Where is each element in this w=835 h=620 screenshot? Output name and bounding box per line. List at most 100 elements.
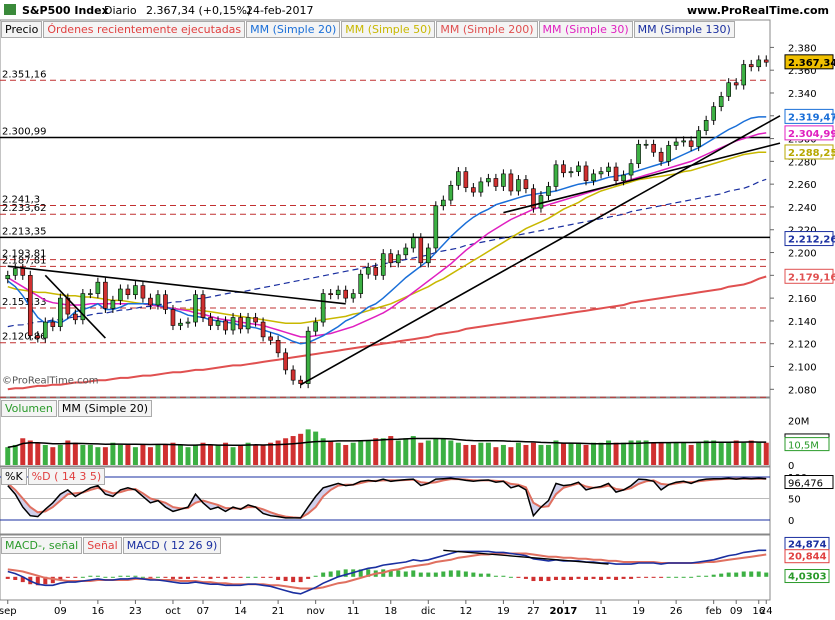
- macd-histogram-bar: [719, 573, 724, 577]
- candle-body: [471, 187, 476, 193]
- macd-histogram-bar: [478, 573, 483, 577]
- volume-bar: [298, 433, 304, 465]
- volume-bar: [763, 442, 769, 465]
- legend-item[interactable]: %D ( 14 3 5): [27, 468, 106, 485]
- macd-histogram-bar: [306, 576, 311, 579]
- x-tick-label: 12: [459, 606, 472, 617]
- volume-bar: [95, 447, 101, 465]
- candle-body: [726, 82, 731, 97]
- price-tick-label: 2.120: [788, 340, 817, 351]
- candle-body: [80, 293, 86, 321]
- legend-item[interactable]: MACD ( 12 26 9): [122, 537, 222, 554]
- legend-item[interactable]: MM (Simple 20): [57, 400, 153, 417]
- candle-body: [673, 141, 679, 146]
- macd-histogram-bar: [516, 576, 521, 578]
- volume-bar: [673, 442, 679, 465]
- legend-item[interactable]: Precio: [1, 21, 43, 38]
- candle-body: [598, 171, 604, 175]
- macd-histogram-bar: [358, 569, 363, 577]
- macd-histogram-bar: [696, 575, 701, 577]
- legend-item[interactable]: Señal: [83, 537, 122, 554]
- macd-histogram-bar: [741, 571, 746, 577]
- legend-item[interactable]: Órdenes recientemente ejecutadas: [43, 21, 246, 38]
- candle-body: [193, 294, 198, 323]
- chart-header: S&P500 Index Diario 2.367,34 (+0,15%) 24…: [0, 0, 835, 20]
- volume-bar: [666, 442, 672, 465]
- candle-body: [208, 317, 213, 326]
- legend-item[interactable]: MM (Simple 200): [436, 21, 538, 38]
- source-url[interactable]: www.ProRealTime.com: [686, 4, 829, 17]
- volume-bar: [20, 438, 26, 465]
- candle-body: [320, 293, 326, 323]
- instrument-icon: [4, 4, 16, 15]
- macd-histogram-bar: [396, 570, 401, 577]
- macd-histogram-bar: [538, 576, 543, 582]
- volume-bar: [425, 440, 431, 465]
- macd-histogram-bar: [749, 571, 754, 577]
- value-box: [784, 125, 834, 141]
- price-panel-frame: [0, 19, 771, 398]
- macd-histogram-bar: [644, 576, 649, 578]
- volume-bar: [328, 440, 334, 465]
- macd-histogram-bar: [606, 576, 611, 579]
- candle-body: [125, 288, 131, 296]
- volume-bar: [418, 442, 424, 465]
- macd-histogram-bar: [501, 575, 506, 577]
- macd-histogram-bar: [486, 573, 491, 577]
- candle-body: [380, 253, 386, 276]
- macd-histogram-bar: [336, 570, 341, 577]
- legend-item[interactable]: MM (Simple 130): [633, 21, 735, 38]
- macd-histogram-bar: [88, 575, 93, 577]
- trend-line: [44, 274, 106, 339]
- legend-item[interactable]: MACD-, señal: [1, 537, 83, 554]
- price-tick-label: 2.340: [788, 89, 817, 100]
- volume-bar: [523, 444, 529, 465]
- volume-bar: [275, 440, 281, 465]
- macd-histogram-bar: [80, 576, 85, 578]
- legend-item[interactable]: %K: [1, 468, 27, 485]
- volume-bar: [27, 440, 33, 465]
- candle-body: [666, 145, 671, 162]
- volume-bar: [350, 442, 356, 465]
- volume-bar: [200, 442, 206, 465]
- volume-bar: [718, 442, 724, 465]
- candle-body: [283, 352, 288, 371]
- volume-bar: [651, 442, 657, 465]
- volume-bar: [576, 442, 581, 465]
- legend-item[interactable]: MM (Simple 20): [246, 21, 341, 38]
- legend-item[interactable]: MM (Simple 50): [341, 21, 436, 38]
- candle-body: [185, 321, 191, 324]
- volume-bar: [208, 444, 214, 465]
- candle-body: [148, 297, 153, 306]
- macd-histogram-bar: [584, 576, 589, 580]
- legend-item[interactable]: Volumen: [1, 400, 57, 417]
- volume-bar: [478, 442, 484, 465]
- legend-item[interactable]: MM (Simple 30): [538, 21, 633, 38]
- volume-bar: [253, 444, 259, 465]
- volume-bar: [440, 438, 446, 465]
- candle-body: [410, 237, 416, 249]
- candle-body: [523, 179, 529, 190]
- candle-body: [463, 171, 469, 188]
- macd-histogram-bar: [148, 576, 153, 578]
- volume-bar: [568, 442, 574, 465]
- price-tick-label: 2.140: [788, 317, 817, 328]
- candle-body: [763, 59, 769, 63]
- candle-body: [591, 173, 596, 182]
- macd-histogram-bar: [508, 576, 513, 578]
- volume-bar: [628, 440, 634, 465]
- candle-body: [613, 166, 619, 182]
- value-box-label: 2.319,47: [788, 112, 835, 123]
- candle-body: [748, 64, 754, 68]
- price-tick-label: 2.100: [788, 363, 817, 374]
- candle-body: [433, 205, 439, 249]
- macd-histogram-bar: [599, 576, 604, 580]
- macd-histogram-bar: [5, 576, 10, 579]
- volume-bar: [636, 440, 642, 465]
- volume-bar: [230, 447, 236, 465]
- volume-bar: [463, 444, 469, 465]
- macd-legend: MACD-, señal Señal MACD ( 12 26 9): [1, 537, 222, 554]
- volume-bar: [733, 440, 739, 465]
- candle-body: [298, 379, 303, 384]
